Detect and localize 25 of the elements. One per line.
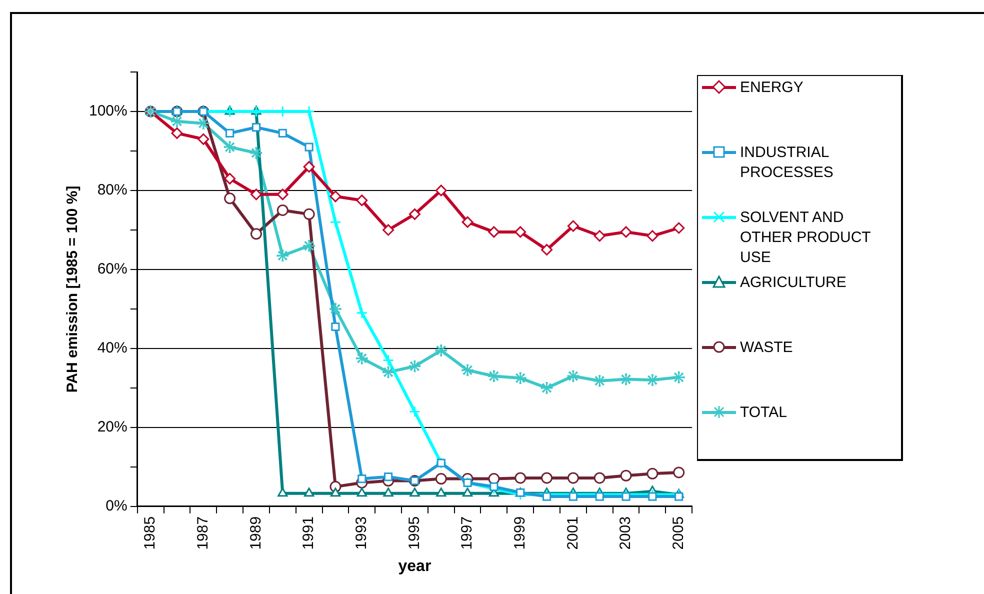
y-tick-label: 100%	[88, 102, 128, 120]
x-tick-label: 1999	[512, 516, 529, 550]
x-tick-label: 1993	[353, 516, 370, 550]
y-tick-label: 0%	[106, 498, 128, 515]
legend-label: ENERGY	[740, 78, 804, 98]
x-tick-label: 1985	[142, 516, 159, 550]
x-tick-label: 2003	[617, 516, 634, 550]
legend-label: INDUSTRIAL PROCESSES	[740, 143, 834, 183]
x-tick-label: 2001	[564, 516, 582, 550]
y-tick-label: 40%	[97, 340, 128, 357]
x-tick-label: 2005	[670, 516, 687, 550]
x-tick-label: 1987	[194, 516, 212, 550]
x-tick-label: 1989	[247, 516, 264, 550]
y-tick-label: 60%	[97, 260, 128, 278]
legend-label: TOTAL	[740, 403, 787, 423]
y-tick-label: 20%	[97, 418, 128, 436]
y-tick-label: 80%	[97, 182, 128, 199]
x-axis-title: year	[398, 558, 432, 575]
legend-label: WASTE	[740, 338, 793, 358]
x-tick-label: 1997	[458, 516, 476, 550]
y-axis-title: PAH emission [1985 = 100 %]	[64, 186, 82, 393]
legend-label: AGRICULTURE	[740, 273, 846, 293]
x-tick-label: 1991	[300, 516, 318, 550]
legend-label: SOLVENT AND OTHER PRODUCT USE	[740, 208, 872, 268]
x-tick-label: 1995	[406, 516, 423, 550]
